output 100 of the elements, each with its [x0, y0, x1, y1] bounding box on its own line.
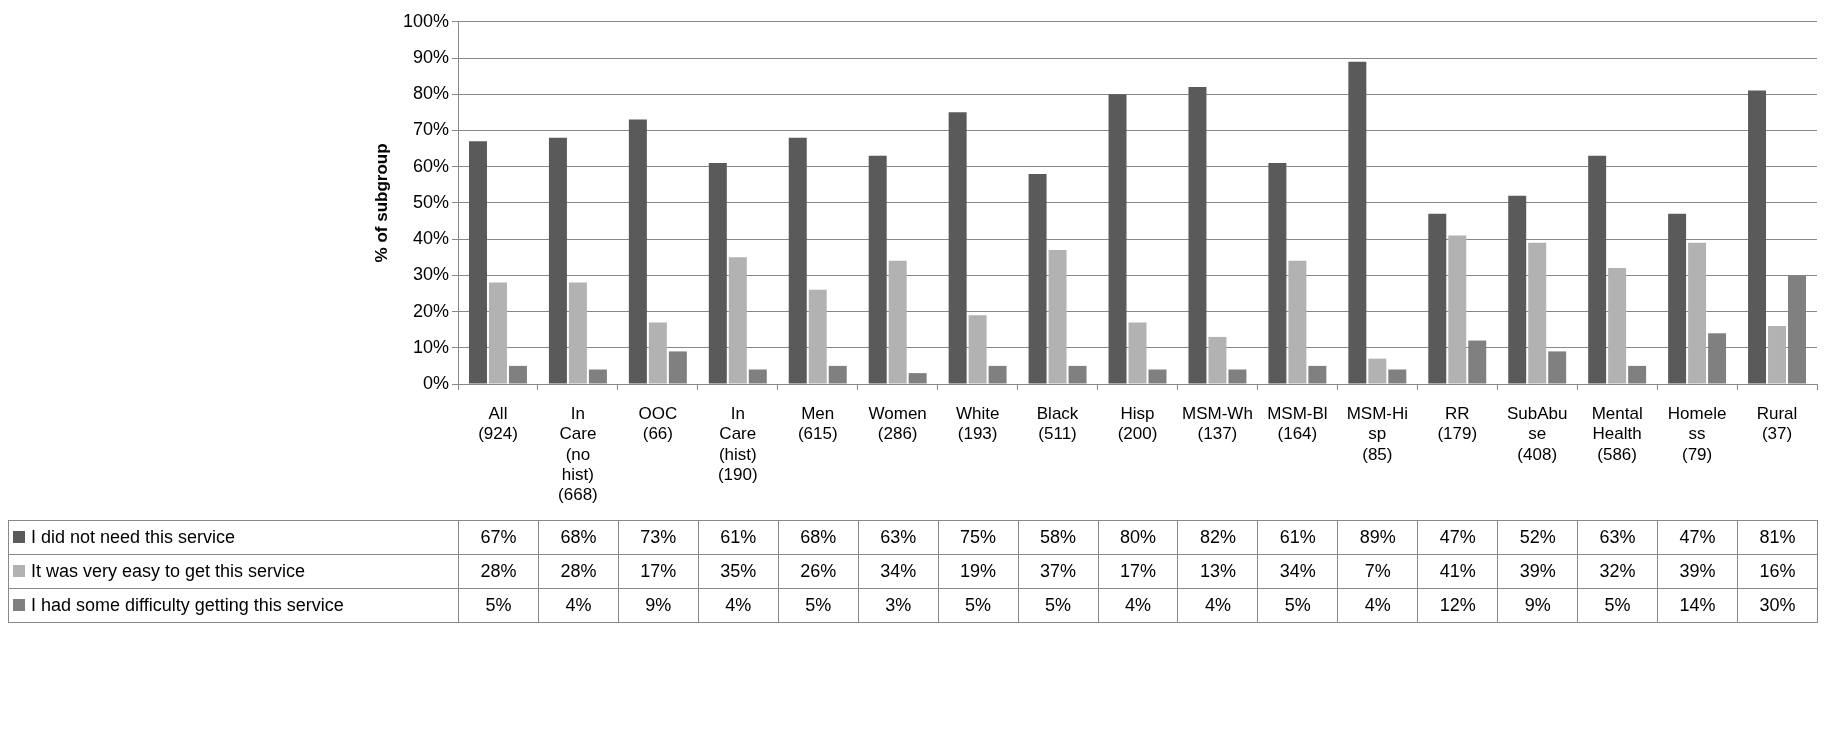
data-label: 68%: [538, 520, 619, 555]
data-label: 47%: [1657, 520, 1738, 555]
y-tick-label: 30%: [412, 264, 449, 285]
bar: [1048, 249, 1067, 384]
y-tick-label: 20%: [412, 300, 449, 321]
data-label: 47%: [1417, 520, 1498, 555]
data-label: 16%: [1737, 554, 1818, 589]
bar: [888, 260, 907, 384]
data-label: 81%: [1737, 520, 1818, 555]
data-label: 9%: [618, 588, 699, 623]
x-tick-label: RR (179): [1437, 403, 1478, 444]
data-label: 4%: [1098, 588, 1178, 623]
legend-label: It was very easy to get this service: [31, 561, 306, 581]
data-label: 68%: [778, 520, 859, 555]
data-label: 39%: [1497, 554, 1578, 589]
bar: [628, 119, 647, 384]
data-label: 28%: [538, 554, 619, 589]
x-tick-label: In Care (no hist) (668): [558, 403, 598, 505]
bar: [648, 322, 667, 384]
bar: [1388, 369, 1407, 384]
bar: [1668, 213, 1687, 384]
data-label: 34%: [858, 554, 939, 589]
data-label: 5%: [1577, 588, 1658, 623]
x-tick-label: Rural (37): [1756, 403, 1798, 444]
legend-label: I did not need this service: [31, 527, 236, 547]
data-label: 58%: [1018, 520, 1098, 555]
y-tick-label: 100%: [402, 10, 449, 31]
bar: [868, 155, 887, 384]
bar: [1368, 358, 1387, 384]
data-label: 35%: [698, 554, 779, 589]
data-label: 26%: [778, 554, 859, 589]
bar: [468, 141, 487, 384]
data-label: 32%: [1577, 554, 1658, 589]
x-tick-label: Black (511): [1036, 403, 1079, 444]
data-label: 4%: [1177, 588, 1258, 623]
data-label: 3%: [858, 588, 939, 623]
y-tick-label: 50%: [412, 191, 449, 212]
data-label: 61%: [698, 520, 779, 555]
data-label: 4%: [538, 588, 619, 623]
data-label: 4%: [1337, 588, 1418, 623]
bar: [1188, 87, 1207, 384]
data-label: 9%: [1497, 588, 1578, 623]
data-label: 4%: [698, 588, 779, 623]
x-tick-label: Men (615): [797, 403, 838, 444]
bar: [1128, 322, 1147, 384]
bar: [1688, 242, 1707, 384]
data-label: 12%: [1417, 588, 1498, 623]
data-label: 13%: [1177, 554, 1258, 589]
y-tick-label: 40%: [412, 228, 449, 249]
y-tick-label: 60%: [412, 155, 449, 176]
y-tick-label: 80%: [412, 83, 449, 104]
x-tick-label: OOC (66): [638, 403, 678, 444]
bar: [908, 373, 927, 384]
bar: [1268, 163, 1287, 384]
bar: [508, 365, 527, 384]
data-label: 41%: [1417, 554, 1498, 589]
x-tick-label: Homeless (79): [1667, 403, 1727, 464]
bar: [1108, 94, 1127, 384]
data-label: 63%: [1577, 520, 1658, 555]
data-label: 39%: [1657, 554, 1738, 589]
data-label: 28%: [458, 554, 539, 589]
data-label: 82%: [1177, 520, 1258, 555]
bar: [828, 365, 847, 384]
data-label: 19%: [938, 554, 1019, 589]
bar: [1288, 260, 1307, 384]
data-label: 80%: [1098, 520, 1178, 555]
bar: [1588, 155, 1607, 384]
x-tick-label: All (924): [478, 403, 518, 444]
y-tick-label: 90%: [412, 46, 449, 67]
bar: [788, 137, 807, 384]
bar: [1508, 195, 1527, 384]
bar: [1028, 173, 1047, 384]
data-label: 63%: [858, 520, 939, 555]
bar: [1348, 61, 1367, 384]
bar: [1628, 365, 1647, 384]
bar: [1308, 365, 1327, 384]
data-label: 67%: [458, 520, 539, 555]
bar: [1608, 268, 1627, 384]
bar: [488, 282, 507, 384]
bar: [1448, 235, 1467, 384]
bar: [1748, 90, 1767, 384]
bar: [968, 315, 987, 384]
bar: [1548, 351, 1567, 384]
x-tick-label: SubAbuse (408): [1506, 403, 1568, 464]
data-label: 5%: [778, 588, 859, 623]
data-label: 17%: [618, 554, 699, 589]
bar: [1528, 242, 1547, 384]
data-label: 89%: [1337, 520, 1418, 555]
bar: [1768, 326, 1787, 384]
x-tick-label: MSM-Hisp (85): [1346, 403, 1409, 464]
data-label: 14%: [1657, 588, 1738, 623]
bar: [1068, 365, 1087, 384]
legend-label: I had some difficulty getting this service: [31, 595, 344, 615]
y-tick-label: 0%: [422, 372, 449, 393]
bar: [588, 369, 607, 384]
y-tick-label: 10%: [412, 336, 449, 357]
x-tick-label: Women (286): [868, 403, 927, 444]
data-label: 37%: [1018, 554, 1098, 589]
data-label: 5%: [938, 588, 1019, 623]
bar: [708, 163, 727, 384]
